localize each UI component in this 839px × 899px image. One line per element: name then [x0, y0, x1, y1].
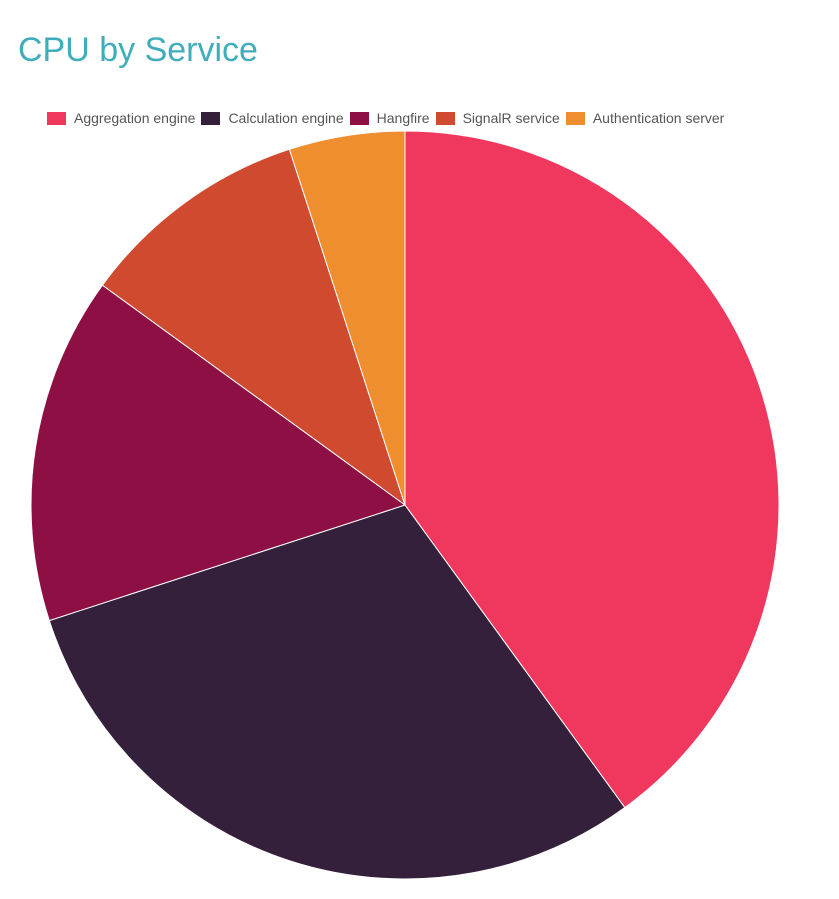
legend-item-signalr-service[interactable]: SignalR service [435, 108, 560, 128]
pie-slice-calculation-engine[interactable] [48, 504, 626, 880]
legend-swatch [565, 111, 585, 125]
legend-swatch [201, 111, 221, 125]
legend-item-authentication-server[interactable]: Authentication server [565, 108, 725, 128]
legend-label: Authentication server [592, 110, 725, 126]
legend-swatch [435, 111, 455, 125]
legend-item-aggregation-engine[interactable]: Aggregation engine [47, 108, 195, 128]
legend-swatch [47, 111, 66, 125]
legend-label: Aggregation engine [74, 110, 196, 126]
legend-label: Hangfire [376, 110, 430, 126]
pie-slice-signalr-service[interactable] [101, 148, 406, 507]
legend-item-calculation-engine[interactable]: Calculation engine [201, 108, 344, 128]
chart-title: CPU by Service [18, 31, 258, 69]
pie-slice-authentication-server[interactable] [288, 130, 406, 506]
legend-label: Calculation engine [228, 110, 344, 126]
legend-item-hangfire[interactable]: Hangfire [349, 108, 430, 128]
legend-label: SignalR service [462, 110, 560, 126]
pie-slice-aggregation-engine[interactable] [404, 130, 780, 809]
pie-slice-hangfire[interactable] [30, 284, 407, 622]
chart-legend: Aggregation engine Calculation engine Ha… [47, 108, 730, 128]
legend-swatch [349, 111, 369, 125]
